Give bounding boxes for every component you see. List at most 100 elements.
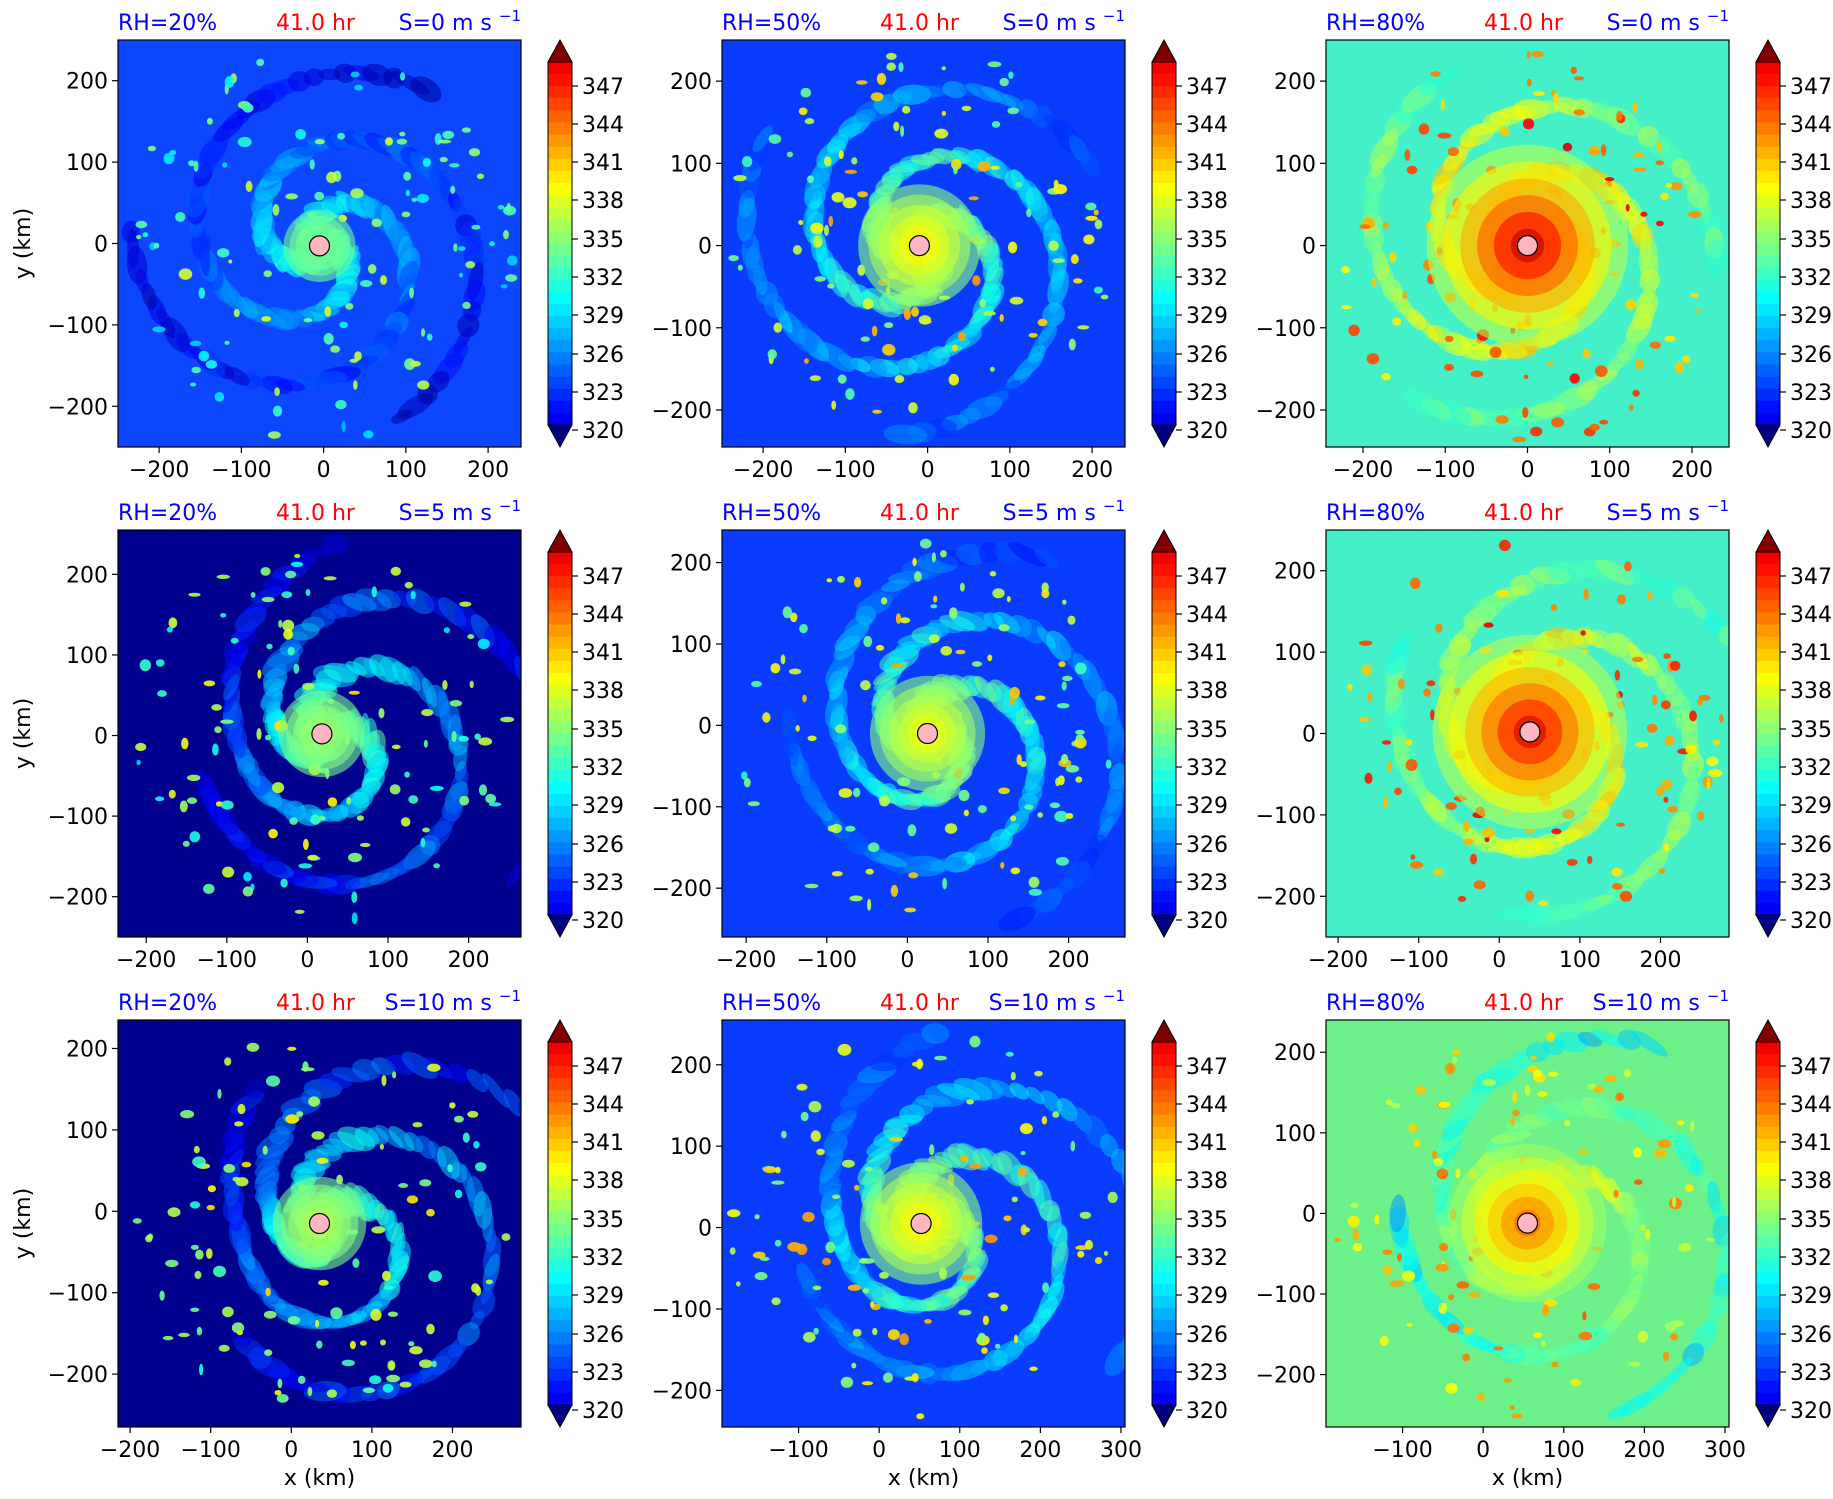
shear-label: S=0 m s −1 [1607,7,1729,36]
colorbar-segment [548,376,572,390]
storm-center-marker [916,722,939,745]
rh-label: RH=20% [118,11,217,36]
colorbar-tick-label: 338 [1186,1169,1228,1194]
colorbar-tick-label: 335 [1186,228,1228,253]
colorbar-segment [1152,1114,1176,1128]
y-tick-label: 200 [66,70,108,95]
colorbar-tick-label: 329 [1186,304,1228,329]
axes-frame [117,529,522,938]
colorbar-segment [1756,1247,1780,1261]
shear-label: S=5 m s −1 [1607,497,1729,526]
colorbar-segment [1756,636,1780,650]
colorbar-segment [1756,1271,1780,1285]
colorbar-segment [1152,1102,1176,1116]
colorbar-tick-label: 335 [582,228,624,253]
colorbar-segment [548,636,572,650]
colorbar-segment [1756,1211,1780,1225]
colorbar-tick-label: 347 [582,565,624,590]
x-tick-label: 200 [467,458,509,483]
colorbar-segment [1756,745,1780,759]
colorbar-segment [1152,400,1176,414]
shear-unit-exponent: −1 [499,497,521,515]
y-tick-label: −100 [48,314,108,339]
storm-center-marker [311,723,333,745]
colorbar-segment [1756,1078,1780,1091]
colorbar-segment [548,854,572,868]
colorbar-segment [548,1211,572,1225]
x-tick-label: 100 [939,1438,981,1463]
shear-label: S=10 m s −1 [1593,987,1729,1016]
colorbar-segment [1152,818,1176,831]
colorbar: 347 344 341 338 335 332 329 326 323 320 [547,528,624,939]
colorbar-tick-label: 326 [1186,343,1228,368]
colorbar-segment [1152,110,1176,124]
axes-frame [721,39,1126,448]
colorbar-segment [1756,328,1780,341]
colorbar-segment [1152,376,1176,390]
colorbar-segment [1152,1259,1176,1273]
colorbar-segment [548,745,572,759]
colorbar-segment [1756,219,1780,232]
colorbar-segment [548,1247,572,1261]
y-tick-label: −200 [1256,1364,1316,1389]
colorbar-segment [1152,1368,1176,1382]
colorbar-segment [1756,1054,1780,1067]
colorbar-segment [1152,122,1176,136]
convective-cells [135,553,515,925]
x-tick-label: −200 [116,948,176,973]
colorbar-segment [548,122,572,136]
colorbar-segment [1152,1271,1176,1285]
colorbar-extend-max [1151,38,1177,63]
colorbar-tick-label: 332 [582,756,624,781]
colorbar-segment [548,866,572,880]
colorbar-segment [1152,255,1176,269]
y-tick-label: 200 [670,70,712,95]
colorbar-segment [548,400,572,414]
colorbar-segment [548,279,572,293]
colorbar: 347 344 341 338 335 332 329 326 323 320 [1755,38,1832,449]
colorbar-segment [548,1259,572,1273]
x-tick-label: −100 [768,1438,828,1463]
x-axis-label: x (km) [1492,1466,1563,1491]
x-tick-label: 100 [367,948,409,973]
colorbar-segment [548,552,572,565]
y-axis-label: y (km) [11,698,36,769]
time-label: 41.0 hr [880,991,960,1016]
colorbar-segment [1152,806,1176,819]
colorbar-tick-label: 341 [1790,641,1832,666]
colorbar-tick-label: 344 [1790,113,1832,138]
colorbar-segment [1756,1150,1780,1164]
colorbar-segment [1756,1332,1780,1346]
colorbar-segment [1152,1344,1176,1358]
colorbar-extend-max [1755,528,1781,553]
colorbar-segment [1152,134,1176,148]
theta-e-field [722,1020,1125,1427]
colorbar-tick-label: 338 [1186,189,1228,214]
colorbar-segment [1152,1296,1176,1309]
x-tick-label: −200 [733,458,793,483]
colorbar-tick-label: 341 [582,151,624,176]
colorbar-tick-label: 347 [1186,1055,1228,1080]
colorbar-segment [1756,1235,1780,1249]
colorbar-segment [548,733,572,747]
colorbar-tick-label: 335 [1186,718,1228,743]
colorbar-tick-label: 326 [1186,833,1228,858]
time-label: 41.0 hr [276,11,356,36]
colorbar-segment [1756,1126,1780,1140]
colorbar-segment [1152,1199,1176,1212]
colorbar-tick-label: 323 [1790,381,1832,406]
colorbar-segment [548,1187,572,1200]
colorbar-segment [1152,352,1176,366]
colorbar-segment [1756,1114,1780,1128]
colorbar-segment [548,1054,572,1067]
colorbar-tick-label: 344 [1186,113,1228,138]
colorbar-segment [548,781,572,795]
colorbar-tick-label: 335 [1790,1208,1832,1233]
colorbar-segment [1152,316,1176,329]
colorbar-segment [548,842,572,856]
colorbar-segment [1152,267,1176,281]
x-tick-label: −100 [797,948,857,973]
y-tick-label: 200 [1274,70,1316,95]
time-label: 41.0 hr [880,501,960,526]
colorbar-segment [1152,1392,1176,1406]
